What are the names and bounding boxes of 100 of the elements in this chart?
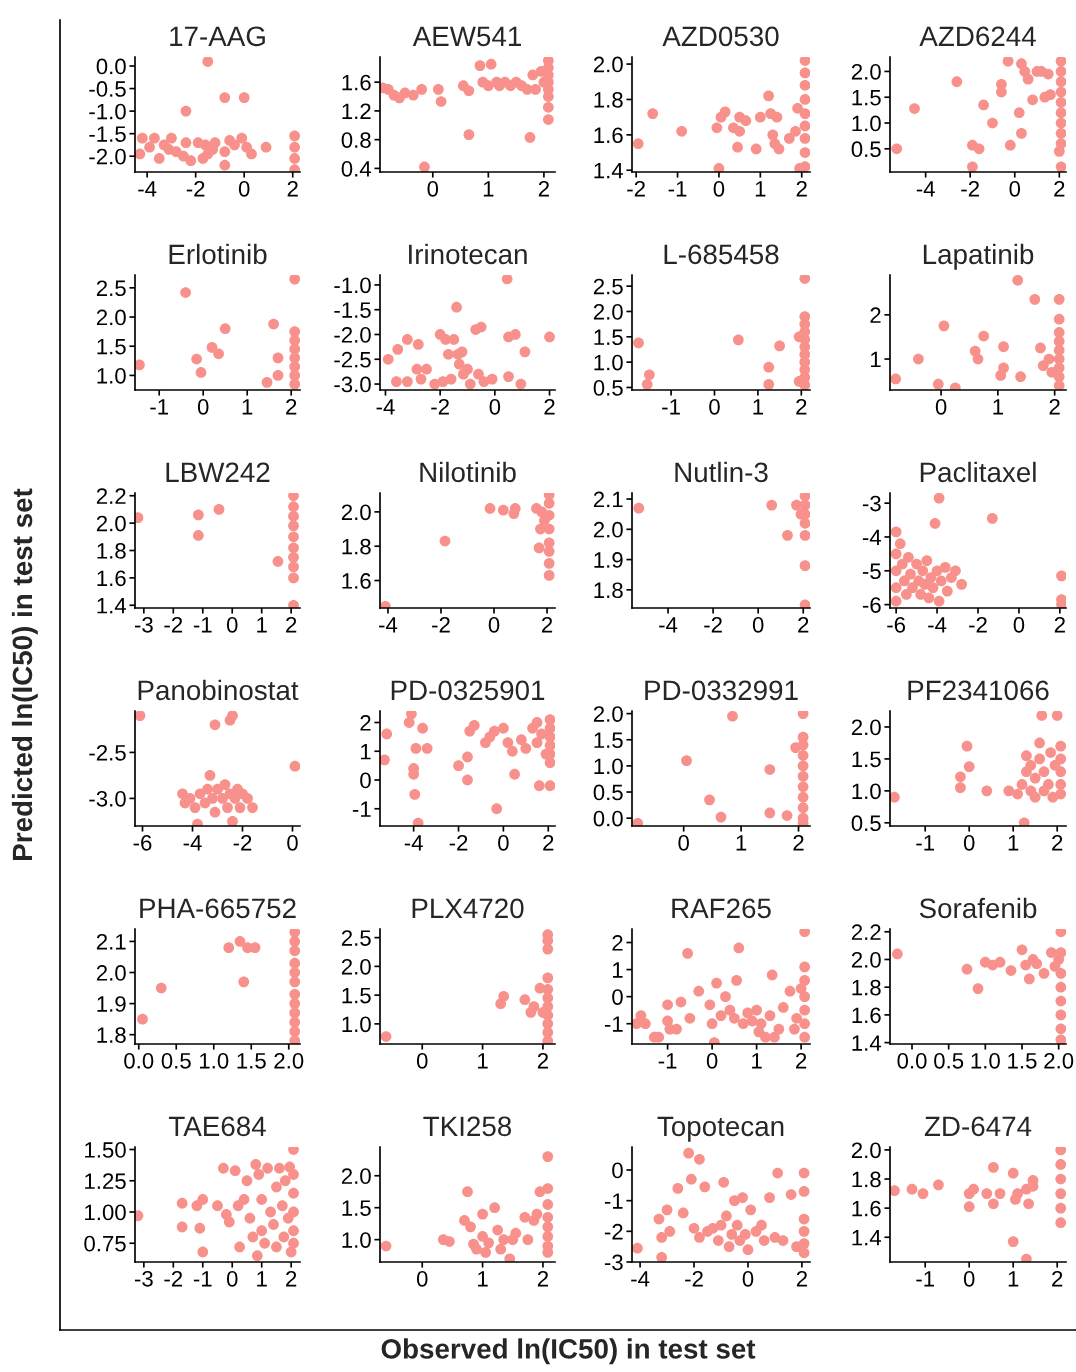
point <box>219 159 231 171</box>
point <box>432 83 444 95</box>
point <box>720 991 731 1003</box>
x-tick-label: 1 <box>753 399 763 415</box>
point <box>444 1236 455 1247</box>
y-tick-label: 2.0 <box>96 965 126 981</box>
point <box>498 990 510 1002</box>
point <box>268 1219 279 1230</box>
point <box>238 976 250 988</box>
point <box>1051 711 1063 721</box>
point <box>998 341 1009 353</box>
y-tick-label: -2.0 <box>89 148 126 165</box>
point <box>1053 327 1065 338</box>
y-tick-label: 1.5 <box>594 732 623 749</box>
point <box>755 1018 767 1030</box>
point <box>715 811 727 823</box>
point <box>1053 313 1065 325</box>
point <box>289 335 300 346</box>
point <box>1045 89 1056 101</box>
point <box>661 1204 673 1216</box>
point <box>890 791 900 803</box>
point <box>664 1225 676 1237</box>
y-tick-label: -1.5 <box>334 302 371 318</box>
y-tick-label: 1.25 <box>85 1173 126 1190</box>
x-tick-label: 0 <box>489 398 501 415</box>
point <box>737 1018 749 1030</box>
x-tick-label: 2 <box>1052 834 1063 851</box>
point <box>1055 929 1066 938</box>
x-tick-label: 1.0 <box>200 1052 229 1069</box>
point <box>219 779 231 790</box>
point <box>289 275 300 285</box>
point <box>195 367 207 378</box>
x-tick-label: 0 <box>706 1052 718 1069</box>
point <box>1055 1023 1066 1035</box>
point <box>932 378 944 390</box>
x-tick-label: 1 <box>242 399 253 415</box>
point <box>1055 967 1066 979</box>
point <box>1007 1236 1019 1247</box>
x-tick-label: 0.0 <box>124 1052 154 1069</box>
point <box>766 499 778 511</box>
point <box>1055 1009 1066 1021</box>
y-tick-label: 1.8 <box>852 979 881 996</box>
x-tick-label: 2 <box>798 616 809 633</box>
point <box>799 79 810 91</box>
y-tick-label: 1.0 <box>594 758 623 775</box>
x-tick-label: -1 <box>662 399 680 415</box>
point <box>792 102 803 114</box>
point <box>740 115 752 127</box>
point <box>482 80 494 92</box>
y-tick-label: 1.8 <box>342 538 371 555</box>
point <box>421 743 433 754</box>
point <box>229 1165 241 1177</box>
point <box>149 132 160 144</box>
x-tick-label: -2 <box>961 180 979 197</box>
point <box>1055 947 1066 958</box>
chart-title: Sorafenib <box>919 897 1037 919</box>
point <box>769 1031 780 1043</box>
point <box>1055 97 1066 108</box>
chart-title: LBW242 <box>166 462 270 482</box>
point <box>799 133 810 144</box>
point <box>485 58 497 70</box>
point <box>941 585 953 597</box>
point <box>773 143 785 155</box>
point <box>763 361 775 373</box>
point <box>288 1225 299 1237</box>
x-tick-label: 1 <box>257 1271 267 1287</box>
point <box>1055 161 1066 172</box>
point <box>798 1167 810 1179</box>
point <box>238 92 250 103</box>
point <box>272 352 284 364</box>
x-tick-label: -1 <box>193 617 212 633</box>
point <box>271 1241 282 1253</box>
x-tick-label: 1 <box>478 1271 488 1287</box>
x-tick-label: 0 <box>238 180 250 197</box>
x-tick-label: 0.5 <box>934 1052 964 1069</box>
point <box>135 359 145 371</box>
x-tick-label: 0 <box>678 834 689 851</box>
point <box>289 945 300 957</box>
point <box>758 1235 770 1246</box>
point <box>435 96 447 107</box>
point <box>771 111 783 123</box>
x-tick-label: 0 <box>963 834 975 851</box>
y-tick-label: 2.0 <box>593 521 623 538</box>
point <box>515 378 527 390</box>
point <box>724 1004 736 1016</box>
point <box>229 139 240 151</box>
point <box>276 1200 288 1212</box>
y-tick-label: 1.5 <box>97 338 126 355</box>
point <box>223 942 235 954</box>
y-tick-label: -1.5 <box>89 126 126 142</box>
point <box>417 722 429 734</box>
x-tick-label: -1 <box>916 1271 934 1287</box>
point <box>653 1213 665 1225</box>
point <box>410 743 422 754</box>
point <box>289 1026 300 1037</box>
x-tick-label: 0 <box>752 616 764 633</box>
point <box>766 969 778 981</box>
point <box>289 130 300 142</box>
chart-title: Panobinostat <box>138 679 299 701</box>
point <box>465 1221 476 1233</box>
